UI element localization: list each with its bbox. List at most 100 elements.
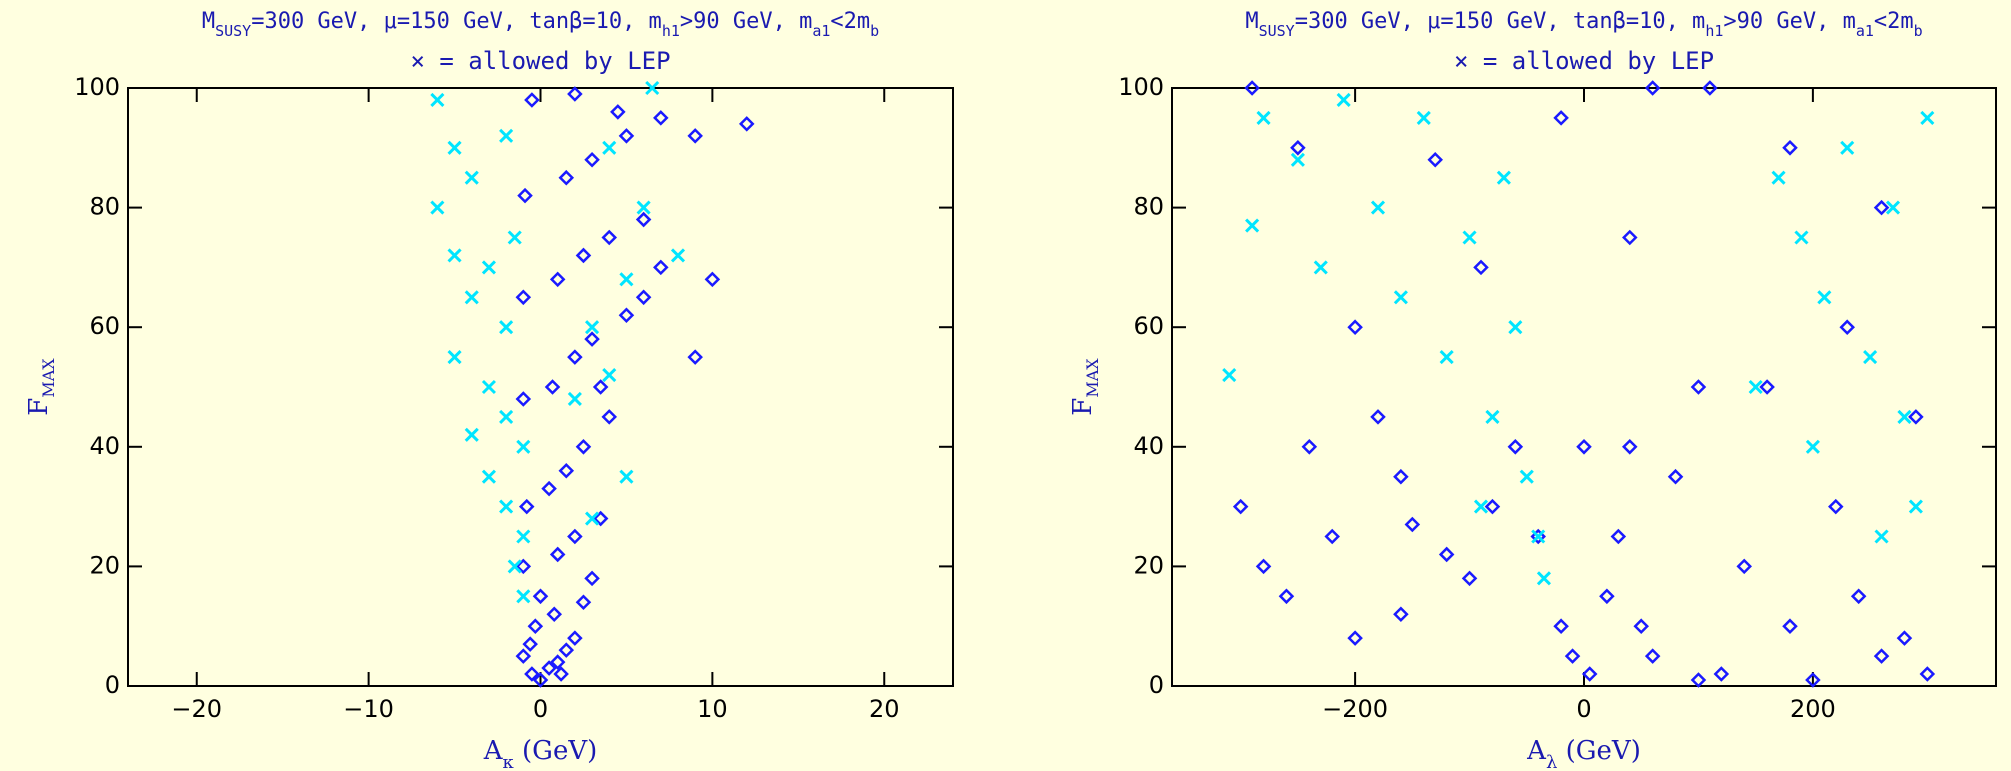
diamond-point — [558, 462, 575, 479]
diamond-point — [1404, 516, 1421, 533]
y-axis-label: FMAX — [24, 358, 58, 416]
diamond-point — [1873, 199, 1890, 216]
y-tick-label: 20 — [1133, 551, 1164, 579]
y-tick-label: 0 — [1149, 671, 1164, 699]
diamond-point — [527, 618, 544, 634]
diamond-point — [1427, 151, 1443, 168]
diamond-point — [592, 510, 609, 527]
cross-point — [1290, 152, 1305, 167]
diamond-point — [541, 480, 557, 497]
subscript: λ — [1546, 752, 1557, 771]
cross-point — [670, 248, 686, 263]
cross-point — [1245, 218, 1260, 233]
text-part: F — [24, 398, 54, 416]
text-part: <2m — [1874, 9, 1914, 34]
cross-point — [481, 469, 496, 484]
diamond-point — [1581, 666, 1598, 682]
diamond-point — [618, 307, 635, 324]
cross-point — [1336, 92, 1351, 108]
diamond-point — [532, 588, 549, 605]
panel: MSUSY=300 GeV, μ=150 GeV, tanβ=10, mh1>9… — [1068, 9, 1997, 771]
diamond-point — [1839, 319, 1855, 335]
subscript: SUSY — [215, 22, 251, 40]
diamond-point — [1644, 648, 1661, 664]
cross-point — [507, 559, 522, 574]
diamond-point — [601, 409, 618, 425]
text-part: M — [202, 9, 215, 34]
cross-point — [481, 379, 496, 395]
diamond-point — [635, 211, 652, 228]
diamond-point — [567, 349, 583, 365]
diamond-point — [1553, 618, 1569, 634]
cross-point — [516, 439, 531, 454]
diamond-point — [1244, 80, 1260, 96]
subscript: a1 — [812, 22, 830, 40]
y-tick-label: 80 — [1133, 193, 1164, 221]
diamond-point — [515, 648, 532, 664]
diamond-point — [515, 391, 532, 407]
cross-point — [1313, 260, 1328, 275]
cross-point — [1794, 230, 1809, 245]
diamond-point — [1828, 498, 1844, 515]
diamond-point — [575, 594, 592, 611]
diamond-point — [1919, 666, 1936, 682]
text-part: (GeV) — [1557, 736, 1640, 766]
diamond-point — [567, 528, 583, 545]
diamond-point — [653, 110, 669, 126]
cross-point — [1519, 469, 1534, 484]
cross-point — [430, 92, 445, 108]
y-tick-label: 100 — [1118, 73, 1164, 101]
diamond-point — [1896, 630, 1913, 646]
cross-point — [1771, 170, 1786, 185]
diamond-point — [532, 672, 549, 688]
diamond-point — [653, 259, 669, 276]
diamond-point — [1873, 648, 1890, 664]
diamond-point — [549, 546, 566, 563]
cross-point — [645, 80, 660, 96]
cross-point — [1840, 140, 1855, 155]
panel: MSUSY=300 GeV, μ=150 GeV, tanβ=10, mh1>9… — [24, 9, 954, 771]
cross-point — [636, 200, 651, 215]
diamond-point — [1564, 648, 1581, 664]
y-tick-label: 40 — [1133, 432, 1164, 460]
diamond-point — [567, 630, 583, 646]
x-tick-label: −20 — [171, 695, 222, 723]
cross-point — [447, 140, 462, 155]
diamond-point — [1599, 588, 1615, 605]
cross-point — [507, 230, 522, 245]
diamond-point — [575, 439, 592, 455]
text-part: >90 GeV, m — [680, 9, 812, 34]
diamond-point — [567, 86, 583, 102]
cross-point — [1370, 200, 1386, 215]
plot-frame — [127, 87, 954, 687]
subscript: b — [1914, 22, 1923, 40]
diamond-point — [1324, 528, 1340, 545]
cross-point — [447, 350, 462, 365]
diamond-point — [1507, 439, 1524, 455]
diamond-point — [558, 642, 575, 658]
x-axis-label: Aλ (GeV) — [1526, 736, 1641, 771]
cross-point — [1485, 409, 1500, 424]
diamond-point — [1610, 528, 1627, 545]
cross-point — [481, 260, 496, 275]
diamond-point — [1667, 468, 1684, 485]
subscript: h1 — [1705, 22, 1723, 40]
cross-point — [567, 391, 582, 407]
chart-title: MSUSY=300 GeV, μ=150 GeV, tanβ=10, mh1>9… — [202, 9, 879, 40]
diamond-point — [549, 271, 566, 288]
diamond-point — [553, 666, 569, 682]
diamond-point — [584, 331, 600, 347]
text-part: =300 GeV, μ=150 GeV, tanβ=10, m — [251, 9, 662, 34]
diamond-point — [1393, 468, 1409, 485]
cross-point — [1536, 571, 1552, 586]
cross-point — [464, 170, 479, 185]
cross-point — [430, 200, 445, 215]
diamond-point — [1553, 110, 1569, 126]
cross-point — [619, 469, 634, 484]
cross-point — [1531, 529, 1546, 544]
x-tick-label: −10 — [343, 695, 394, 723]
diamond-point — [517, 187, 533, 204]
text-part: >90 GeV, m — [1723, 9, 1855, 34]
y-tick-label: 100 — [74, 73, 120, 101]
